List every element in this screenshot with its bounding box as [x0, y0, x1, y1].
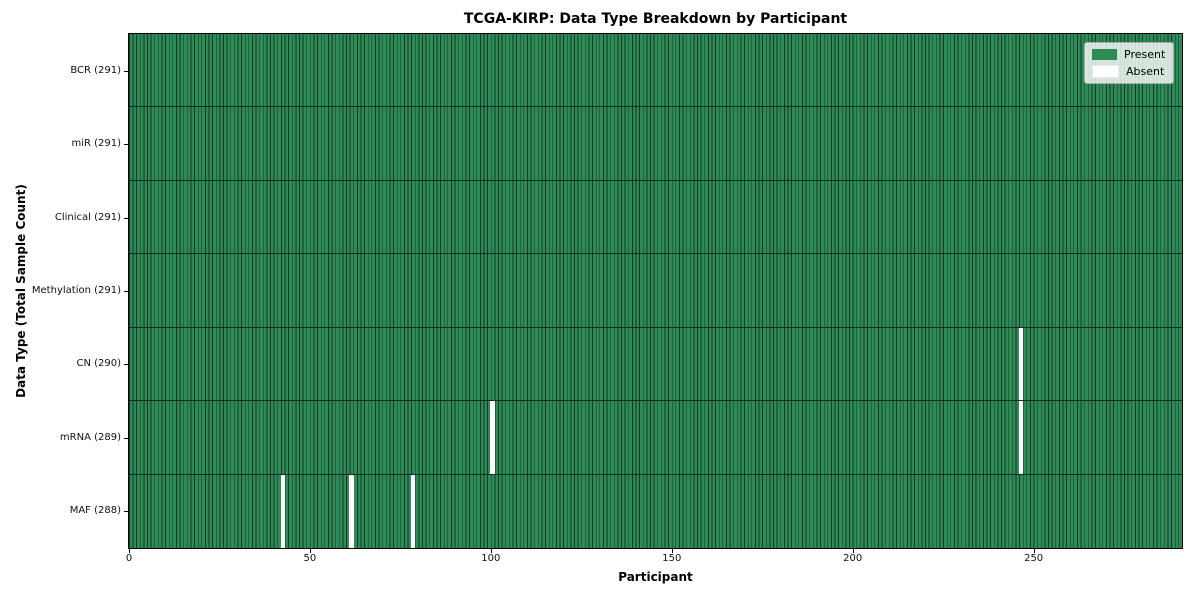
absent-cell-MAF-42	[280, 474, 285, 548]
row-gridline	[129, 326, 1182, 328]
row-gridline	[129, 179, 1182, 181]
absent-cell-CN-246	[1018, 327, 1024, 402]
x-tick-mark	[490, 549, 492, 553]
absent-cell-mRNA-246	[1018, 401, 1024, 475]
heatmap-row-BCR	[129, 34, 1182, 108]
x-tick-label: 100	[481, 553, 501, 564]
plot-area	[128, 33, 1183, 549]
y-tick-label-Methylation: Methylation (291)	[31, 285, 121, 296]
legend-item-present: Present	[1092, 48, 1165, 61]
x-tick-label: 200	[843, 553, 863, 564]
x-tick-mark	[852, 549, 854, 553]
x-tick-mark	[1033, 549, 1035, 553]
x-tick-mark	[671, 549, 673, 553]
y-tick-mark	[124, 511, 128, 513]
chart-title: TCGA-KIRP: Data Type Breakdown by Partic…	[463, 11, 848, 27]
legend: Present Absent	[1084, 42, 1175, 84]
x-tick-label: 250	[1024, 553, 1044, 564]
row-gridline	[129, 400, 1182, 402]
y-tick-mark	[124, 364, 128, 366]
legend-swatch-present	[1092, 49, 1117, 60]
y-tick-mark	[124, 291, 128, 292]
y-tick-mark	[124, 437, 128, 439]
y-tick-mark	[124, 144, 128, 146]
heatmap-row-MAF	[129, 474, 1182, 548]
row-gridline	[129, 473, 1182, 475]
y-tick-label-MAF: MAF (288)	[69, 505, 121, 517]
x-tick-label: 50	[303, 553, 317, 564]
heatmap-row-Methylation	[129, 254, 1182, 328]
x-axis-label: Participant	[618, 570, 693, 584]
x-tick-mark	[309, 549, 311, 553]
absent-cell-mRNA-100	[490, 401, 495, 475]
heatmap-row-Clinical	[129, 180, 1182, 255]
legend-swatch-absent	[1092, 65, 1119, 78]
row-gridline	[129, 106, 1182, 108]
y-tick-mark	[124, 217, 128, 219]
y-tick-mark	[124, 70, 128, 72]
heatmap-row-CN	[129, 327, 1182, 402]
legend-label: Present	[1124, 48, 1166, 61]
x-tick-mark	[129, 549, 130, 553]
heatmap-row-miR	[129, 107, 1182, 181]
x-tick-label: 150	[662, 553, 682, 564]
row-gridline	[129, 253, 1182, 255]
y-tick-label-miR: miR (291)	[71, 138, 121, 150]
legend-item-absent: Absent	[1092, 65, 1165, 78]
y-tick-label-BCR: BCR (291)	[70, 64, 121, 76]
absent-cell-MAF-61	[349, 474, 354, 548]
y-tick-label-mRNA: mRNA (289)	[59, 431, 121, 443]
y-tick-label-CN: CN (290)	[76, 358, 121, 370]
heatmap-row-mRNA	[129, 401, 1182, 475]
x-tick-label: 0	[125, 553, 133, 564]
legend-label: Absent	[1126, 65, 1165, 78]
absent-cell-MAF-78	[410, 474, 416, 548]
y-tick-label-Clinical: Clinical (291)	[54, 211, 121, 223]
